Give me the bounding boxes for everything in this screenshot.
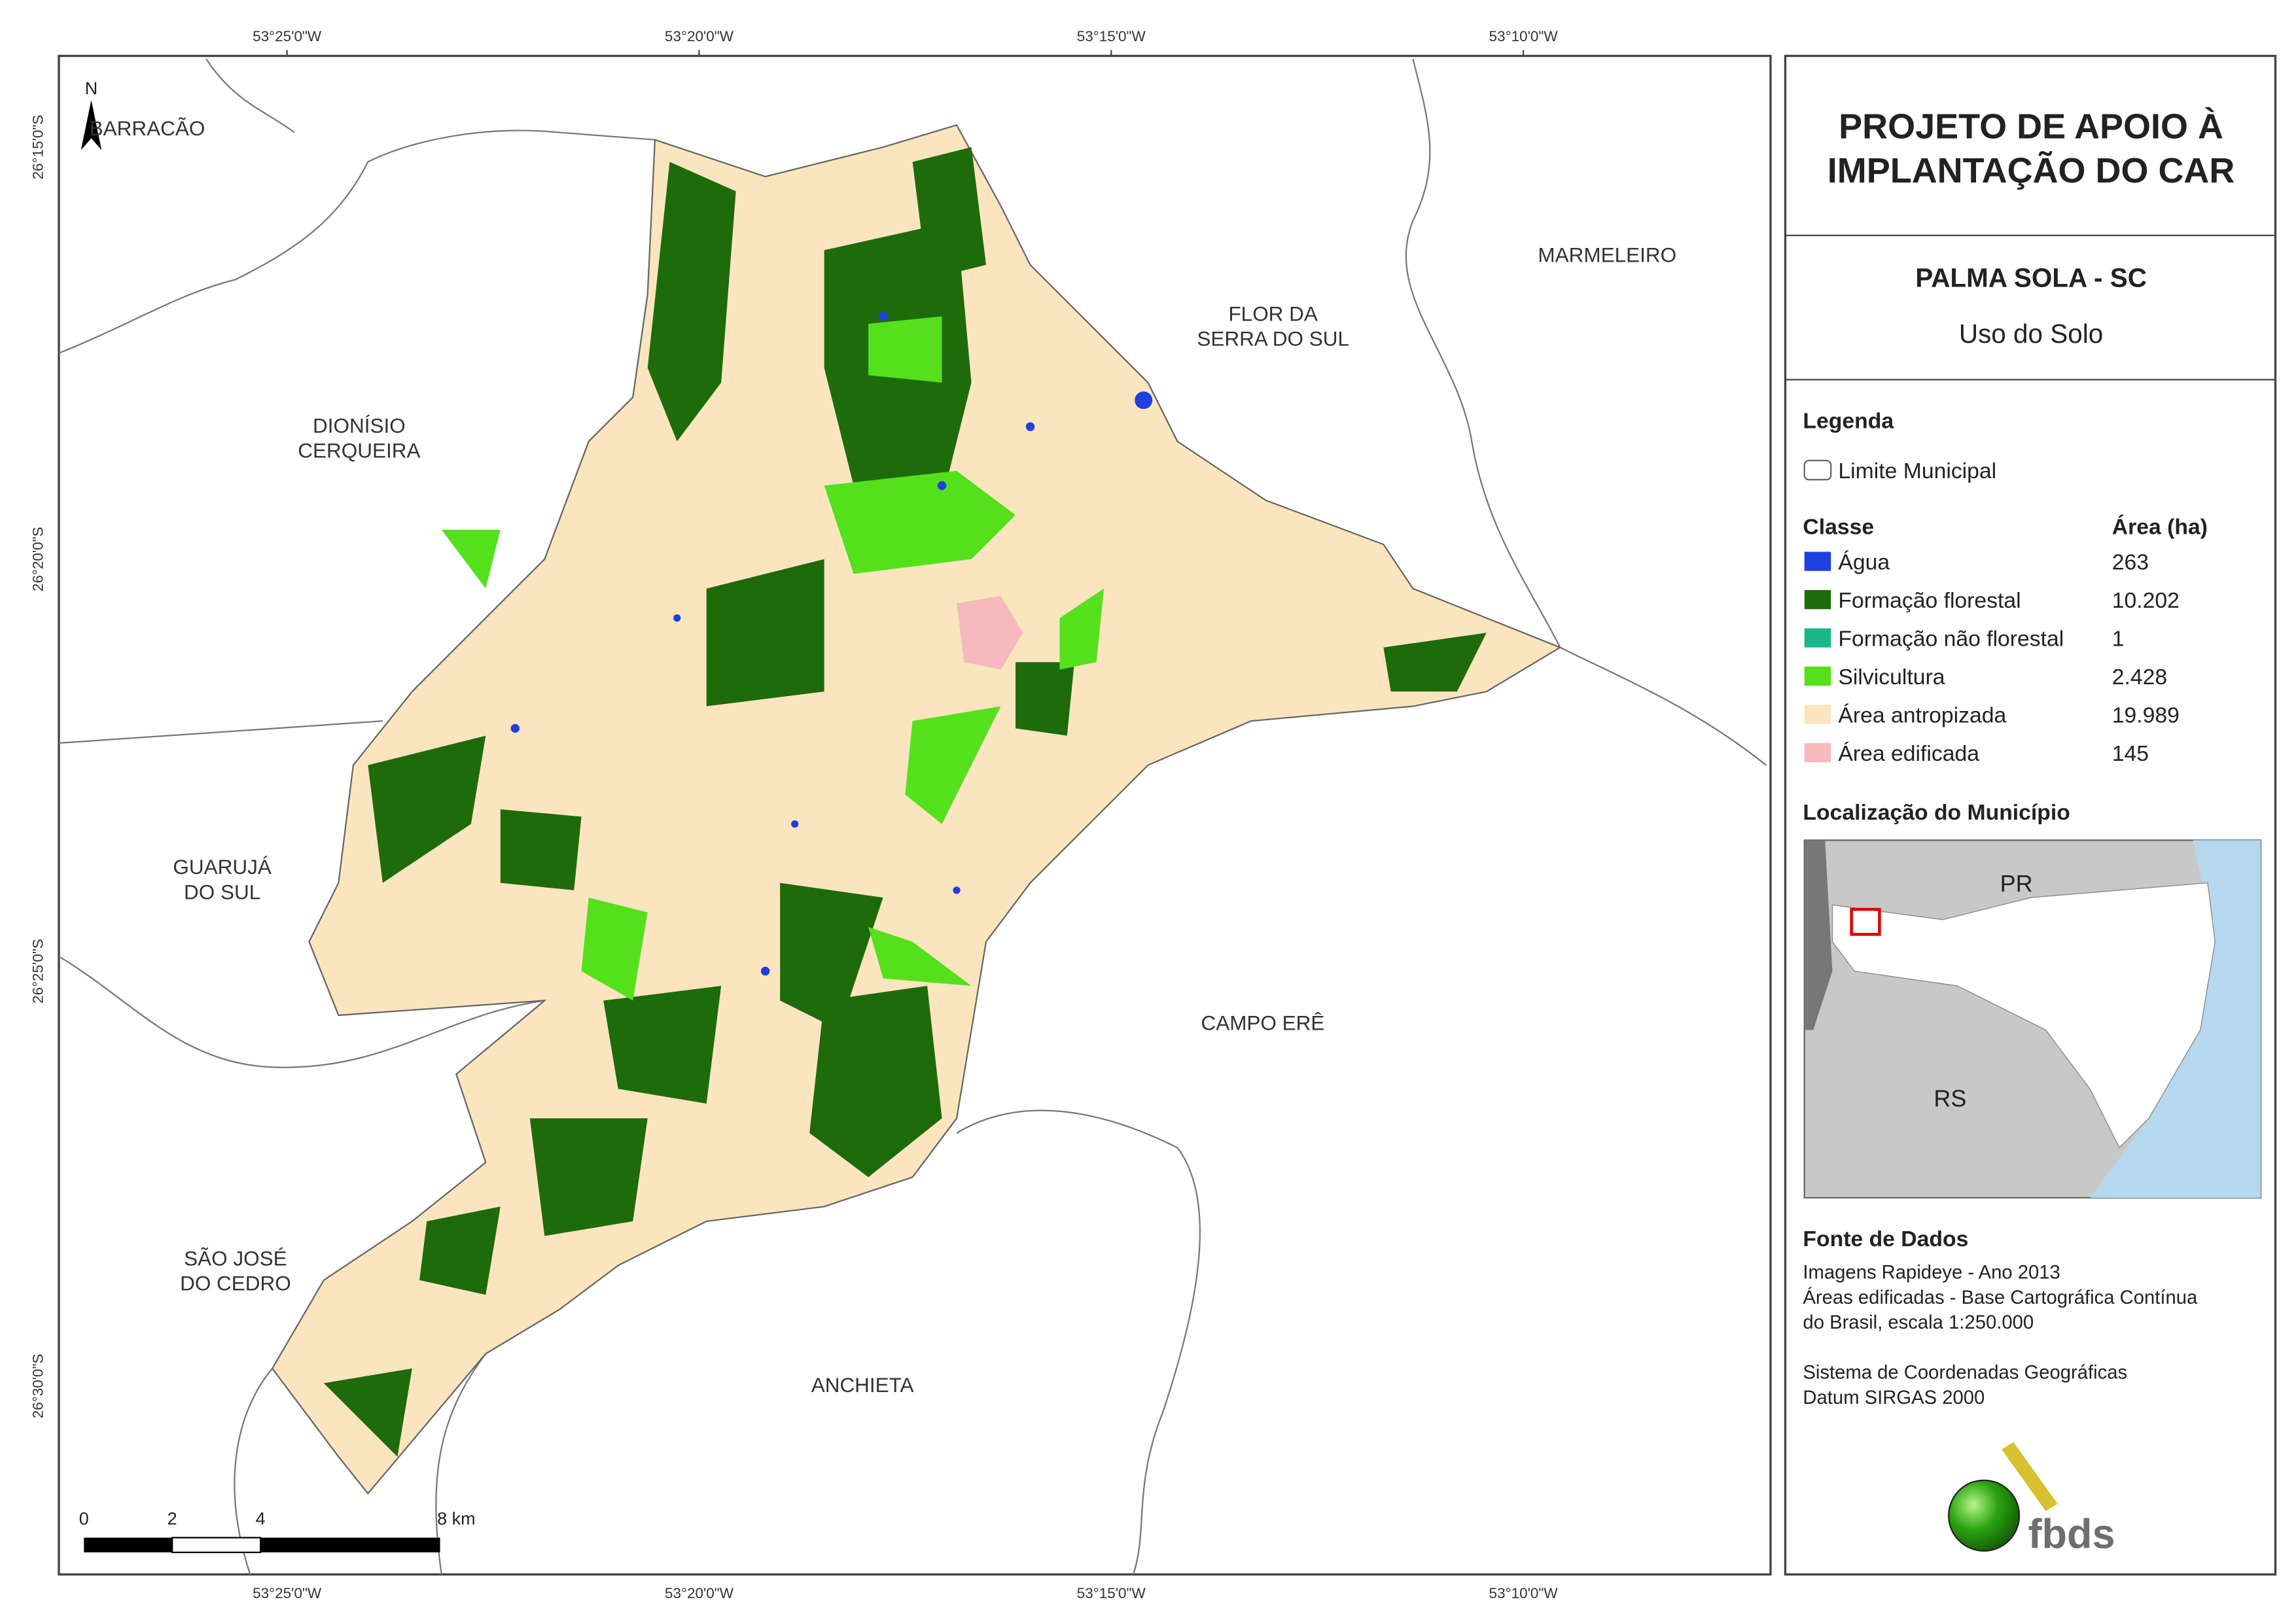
neighbor-label: SÃO JOSÉ [184,1246,287,1270]
boundary-label: Limite Municipal [1838,459,1996,483]
longitude-label: 53°10'0"W [1489,28,1559,44]
scale-bar: 0 2 4 8 km [79,1509,476,1554]
latitude-label: 26°30'0"S [29,1353,46,1418]
inset-label: RS [1934,1085,1966,1111]
legend-swatch [1804,666,1831,686]
neighbor-label: MARMELEIRO [1538,243,1676,266]
latitude-label: 26°20'0"S [29,527,46,591]
longitude-label: 53°15'0"W [1077,1585,1146,1601]
inset-label: PR [2000,870,2033,897]
neighbor-boundaries [58,58,1767,1575]
neighbor-label: DO CEDRO [180,1272,291,1295]
scale-label: 4 [256,1509,266,1528]
municipality-name: PALMA SOLA - SC [1915,263,2147,293]
legend-area: 10.202 [2112,588,2180,613]
location-inset: PR RS [1803,839,2262,1199]
legend-label: Água [1838,550,1890,574]
source-line: Sistema de Coordenadas Geográficas [1803,1363,2127,1384]
legend-area: 263 [2112,550,2149,574]
longitude-label: 53°15'0"W [1077,28,1146,44]
title: PROJETO DE APOIO À [1839,107,2223,146]
neighbor-label: CAMPO ERÊ [1201,1011,1324,1035]
legend-swatch [1804,551,1831,571]
north-arrow: N [80,79,102,150]
legend-area: 2.428 [2112,665,2167,689]
legend-label: Área antropizada [1838,703,2006,727]
class-header: Classe [1803,515,1874,540]
legend-swatch [1804,589,1831,610]
neighbor-label: SERRA DO SUL [1197,327,1349,351]
source-line: Imagens Rapideye - Ano 2013 [1803,1263,2060,1283]
neighbor-label: DIONÍSIO [313,413,406,437]
area-header: Área (ha) [2112,515,2208,540]
legend-area: 19.989 [2112,703,2180,727]
scale-label: 2 [168,1509,177,1528]
source-line: Áreas edificadas - Base Cartográfica Con… [1803,1287,2198,1308]
longitude-label: 53°25'0"W [253,28,322,44]
legend-swatch [1804,628,1831,648]
scale-label: 0 [79,1509,89,1528]
forest-patches [323,147,1487,1457]
legend-swatch [1804,705,1831,724]
neighbor-label: FLOR DA [1228,302,1317,325]
legend-area: 1 [2112,626,2125,651]
logo: fbds [1948,1442,2115,1557]
legend-label: Formação não florestal [1838,626,2064,651]
latitude-label: 26°25'0"S [29,939,46,1003]
scale-label: 8 km [437,1509,475,1528]
urban-area [957,595,1023,670]
latitude-label: 26°15'0"S [29,115,46,180]
neighbor-label: GUARUJÁ [173,855,271,879]
legend-label: Área edificada [1838,741,1979,766]
neighbor-label: ANCHIETA [811,1373,914,1397]
water-bodies [510,311,1153,976]
side-panel: PROJETO DE APOIO À IMPLANTAÇÃO DO CAR PA… [1784,54,2277,1576]
neighbor-label: CERQUEIRA [298,439,420,462]
coordinate-labels: 53°25'0"W 53°25'0"W 53°20'0"W 53°20'0"W 53°1… [29,28,1558,1601]
longitude-label: 53°20'0"W [665,28,734,44]
source-line: do Brasil, escala 1:250.000 [1803,1312,2034,1333]
north-label: N [85,79,98,98]
neighbor-label: BARRACÃO [90,116,205,140]
location-title: Localização do Município [1803,800,2070,825]
legend-title: Legenda [1803,409,1894,434]
source-line: Datum SIRGAS 2000 [1803,1387,1985,1408]
silviculture-patches [441,316,1104,1001]
theme: Uso do Solo [1959,319,2103,349]
longitude-label: 53°10'0"W [1489,1585,1559,1601]
sources-title: Fonte de Dados [1803,1227,1968,1251]
longitude-label: 53°25'0"W [253,1585,322,1601]
legend-label: Formação florestal [1838,588,2021,613]
legend-area: 145 [2112,741,2149,766]
longitude-label: 53°20'0"W [665,1585,734,1601]
title: IMPLANTAÇÃO DO CAR [1828,151,2235,190]
legend-swatch [1804,742,1831,763]
logo-text: fbds [2028,1511,2115,1557]
boundary-swatch [1803,459,1832,481]
legend-label: Silvicultura [1838,665,1945,689]
neighbor-label: DO SUL [184,880,260,903]
